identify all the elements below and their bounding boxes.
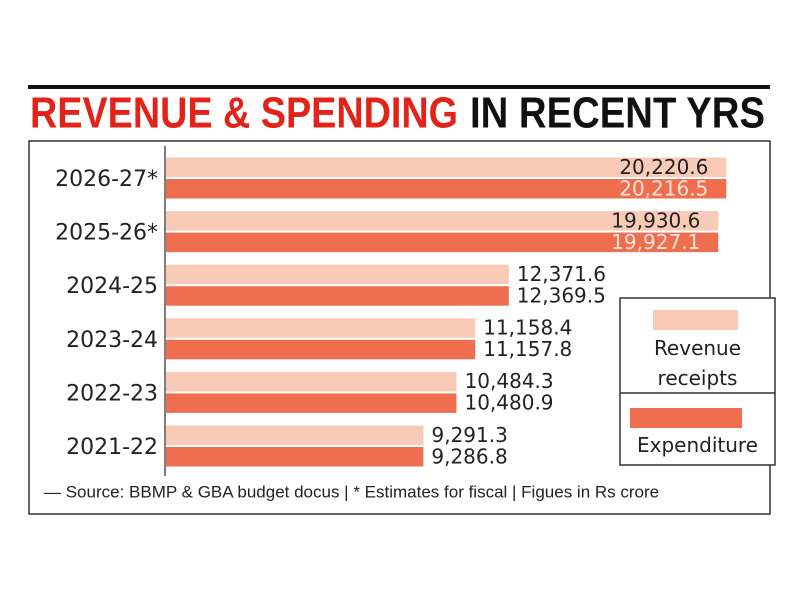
bar bbox=[166, 211, 719, 231]
value-label: 10,484.3 bbox=[465, 369, 554, 393]
value-label: 19,930.6 bbox=[611, 208, 700, 232]
bar bbox=[166, 264, 509, 285]
legend-swatch bbox=[630, 408, 742, 428]
value-label: 12,369.5 bbox=[517, 283, 606, 307]
bar bbox=[166, 447, 424, 467]
value-label: 10,480.9 bbox=[464, 391, 553, 415]
bar bbox=[166, 339, 476, 360]
legend-swatch bbox=[653, 310, 738, 330]
value-label: 9,291.3 bbox=[432, 423, 508, 447]
value-label: 20,220.6 bbox=[619, 155, 708, 179]
legend-label: Expenditure bbox=[636, 433, 758, 457]
bar bbox=[166, 232, 719, 253]
bar bbox=[166, 286, 509, 306]
top-rule bbox=[28, 85, 770, 89]
category-label: 2024-25 bbox=[66, 274, 158, 299]
bar bbox=[166, 179, 727, 199]
value-label: 9,286.8 bbox=[431, 444, 507, 468]
bar bbox=[166, 393, 457, 413]
legend-label: Revenue receipts bbox=[653, 336, 742, 390]
category-label: 2021-22 bbox=[66, 435, 158, 460]
title-black: IN RECENT YRS bbox=[470, 89, 765, 138]
bar bbox=[166, 371, 457, 392]
category-label: 2026-27* bbox=[55, 167, 158, 192]
bar bbox=[166, 157, 727, 177]
value-label: 11,158.4 bbox=[483, 316, 572, 340]
value-label: 11,157.8 bbox=[483, 337, 572, 361]
value-label: 12,371.6 bbox=[517, 262, 606, 286]
bar bbox=[166, 425, 424, 445]
category-label: 2025-26* bbox=[55, 221, 158, 246]
value-label: 19,927.1 bbox=[611, 230, 700, 254]
bar bbox=[166, 318, 476, 338]
category-label: 2023-24 bbox=[66, 328, 158, 353]
category-label: 2022-23 bbox=[66, 381, 158, 406]
footnote: — Source: BBMP & GBA budget docus | * Es… bbox=[44, 482, 659, 501]
title-red: REVENUE & SPENDING bbox=[30, 89, 458, 138]
value-label: 20,216.5 bbox=[619, 176, 708, 200]
